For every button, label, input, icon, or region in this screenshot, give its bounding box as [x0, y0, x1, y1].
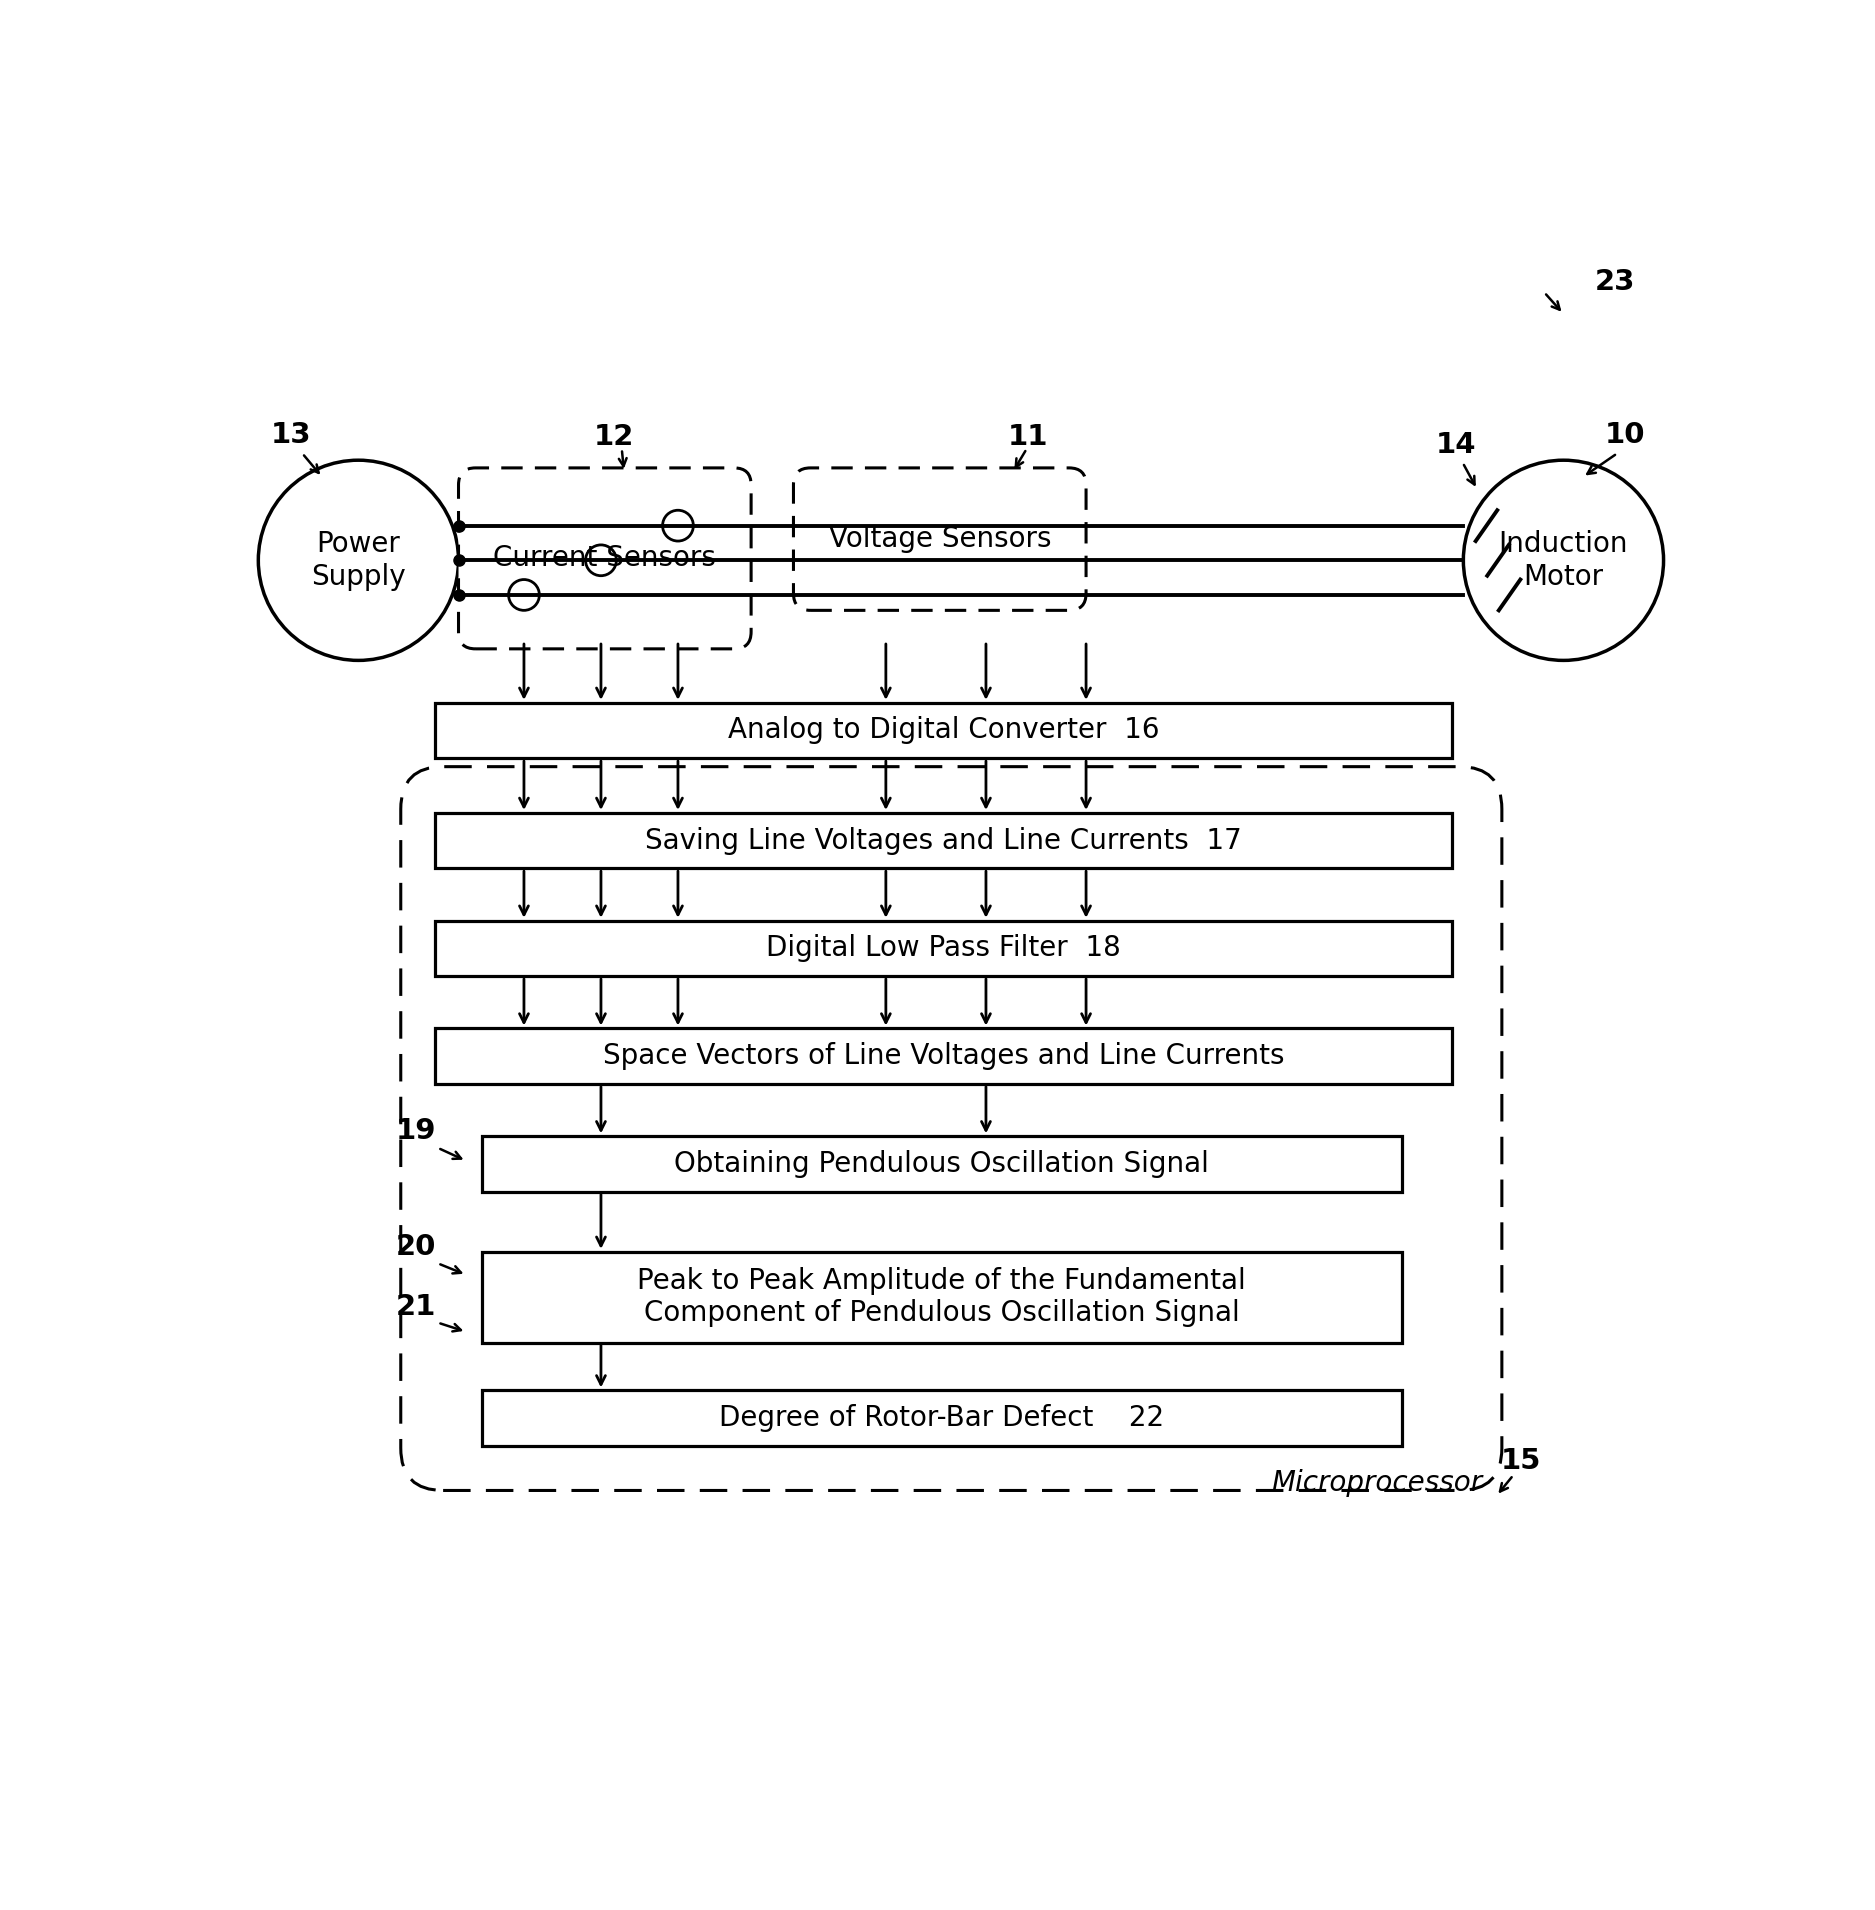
- Text: 19: 19: [396, 1117, 437, 1146]
- Text: Voltage Sensors: Voltage Sensors: [829, 525, 1052, 554]
- Bar: [435, 921, 1451, 976]
- Text: Microprocessor: Microprocessor: [1271, 1469, 1483, 1497]
- Bar: [482, 1390, 1402, 1446]
- Text: Induction
Motor: Induction Motor: [1498, 531, 1628, 590]
- FancyBboxPatch shape: [793, 468, 1086, 611]
- Text: 11: 11: [1009, 422, 1048, 451]
- Text: 15: 15: [1500, 1448, 1541, 1475]
- Text: 10: 10: [1605, 422, 1646, 449]
- Bar: [435, 703, 1451, 758]
- Text: Peak to Peak Amplitude of the Fundamental
Component of Pendulous Oscillation Sig: Peak to Peak Amplitude of the Fundamenta…: [638, 1266, 1247, 1327]
- Bar: [435, 1028, 1451, 1083]
- FancyBboxPatch shape: [401, 766, 1502, 1490]
- Text: Power
Supply: Power Supply: [311, 531, 405, 590]
- Text: 20: 20: [396, 1232, 437, 1261]
- Bar: [482, 1251, 1402, 1343]
- Text: Current Sensors: Current Sensors: [493, 544, 716, 573]
- FancyBboxPatch shape: [459, 468, 752, 649]
- Text: 23: 23: [1594, 267, 1635, 296]
- Text: 14: 14: [1436, 430, 1476, 458]
- Text: Space Vectors of Line Voltages and Line Currents: Space Vectors of Line Voltages and Line …: [604, 1043, 1284, 1070]
- Text: 21: 21: [396, 1293, 437, 1322]
- Text: Degree of Rotor-Bar Defect    22: Degree of Rotor-Bar Defect 22: [720, 1404, 1164, 1432]
- Text: Digital Low Pass Filter  18: Digital Low Pass Filter 18: [767, 934, 1121, 963]
- Text: 12: 12: [594, 422, 634, 451]
- Text: Saving Line Voltages and Line Currents  17: Saving Line Voltages and Line Currents 1…: [645, 827, 1241, 854]
- Bar: [435, 814, 1451, 869]
- Text: 13: 13: [272, 422, 311, 449]
- Text: Analog to Digital Converter  16: Analog to Digital Converter 16: [728, 716, 1159, 745]
- Text: Obtaining Pendulous Oscillation Signal: Obtaining Pendulous Oscillation Signal: [675, 1150, 1209, 1178]
- Bar: [482, 1136, 1402, 1192]
